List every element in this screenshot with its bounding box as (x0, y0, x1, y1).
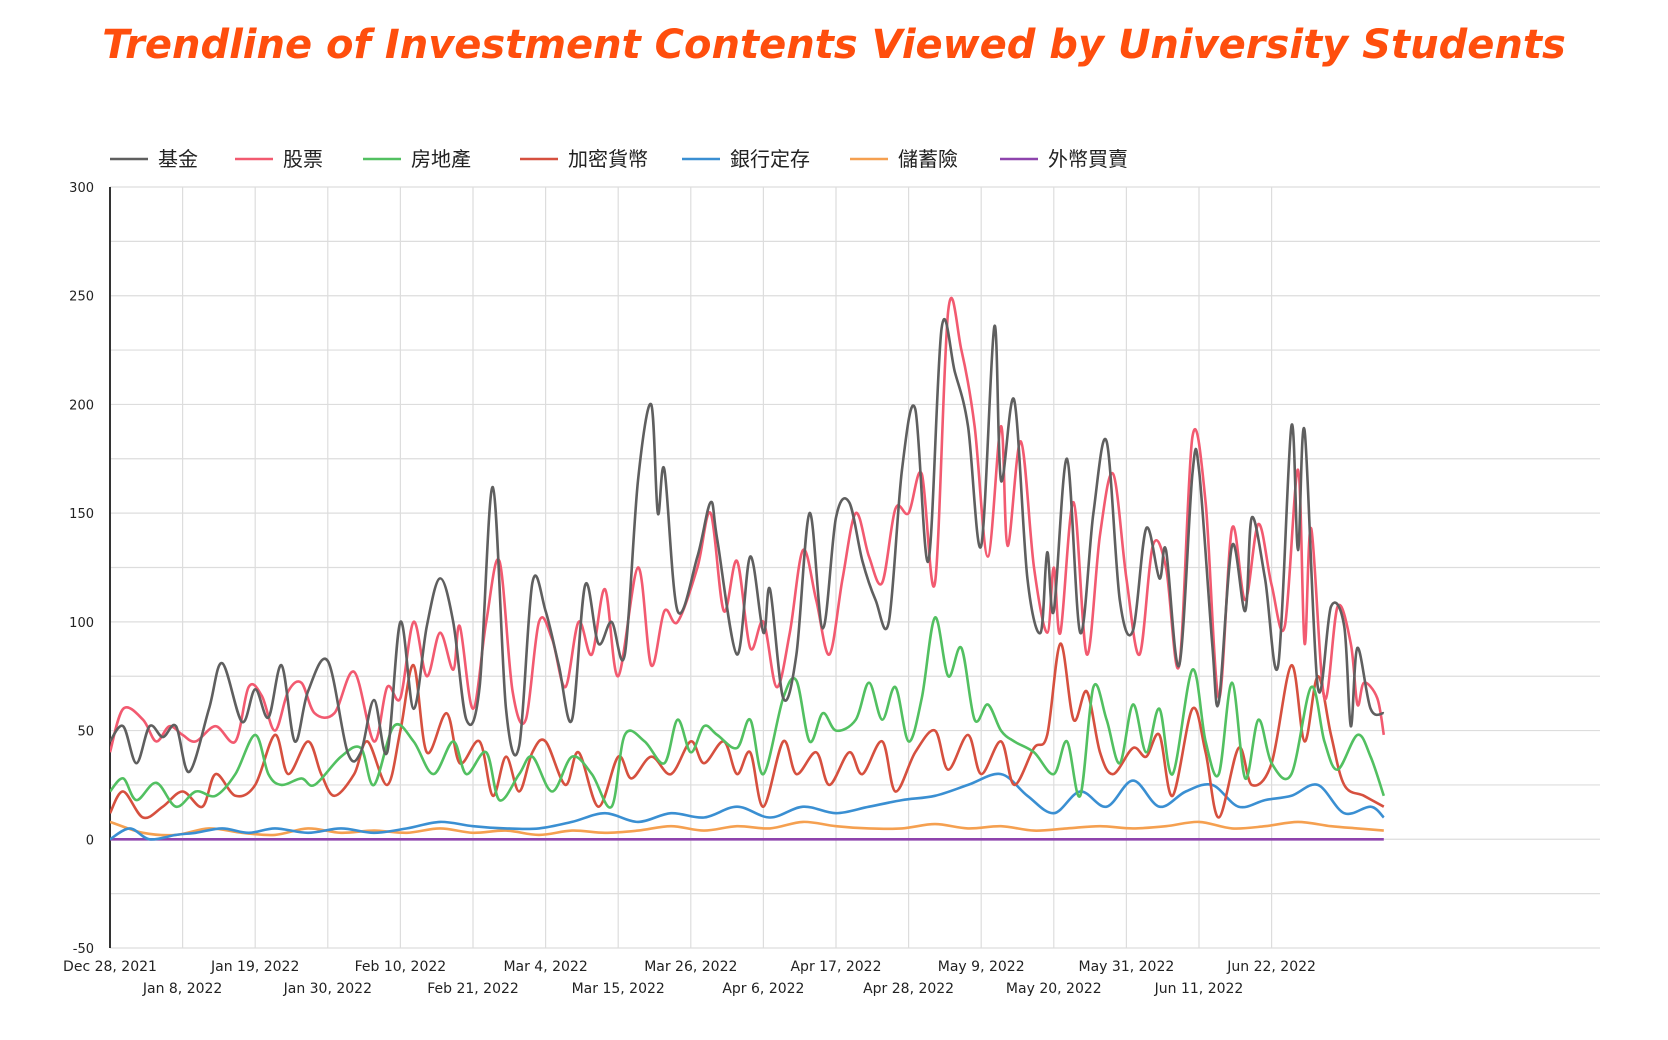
series-line-房地產 (110, 616, 1386, 809)
x-tick-label: May 9, 2022 (938, 959, 1025, 975)
series-line-基金 (110, 317, 1385, 774)
x-tick-label: Mar 26, 2022 (644, 959, 737, 975)
legend-label: 股票 (283, 147, 323, 171)
x-tick-label: Apr 17, 2022 (790, 959, 881, 975)
x-tick-label: Feb 21, 2022 (427, 981, 519, 997)
chart-title: Trendline of Investment Contents Viewed … (102, 22, 1566, 68)
legend-label: 銀行定存 (730, 147, 810, 171)
series-line-股票 (110, 296, 1386, 753)
legend: 基金 股票 房地產 加密貨幣 銀行定存 儲蓄險 外幣買賣 (110, 147, 1128, 171)
legend-label: 加密貨幣 (568, 147, 648, 171)
x-axis: Dec 28, 2021 Jan 8, 2022 Jan 19, 2022 Jan 3… (63, 959, 1316, 997)
x-tick-label: May 31, 2022 (1079, 959, 1175, 975)
series-group (110, 296, 1386, 841)
legend-label: 基金 (158, 147, 198, 171)
y-tick-label: 150 (69, 507, 94, 522)
y-tick-label: 250 (69, 290, 94, 305)
y-tick-label: -50 (73, 942, 94, 957)
legend-label: 儲蓄險 (898, 147, 958, 171)
x-tick-label: Dec 28, 2021 (63, 959, 157, 975)
x-tick-label: May 20, 2022 (1006, 981, 1102, 997)
x-tick-label: Apr 6, 2022 (722, 981, 804, 997)
x-tick-label: Jun 22, 2022 (1226, 959, 1316, 975)
x-tick-label: Jan 8, 2022 (142, 981, 222, 997)
gridlines (109, 186, 1600, 949)
y-tick-label: 300 (69, 181, 94, 196)
y-tick-label: 0 (86, 833, 94, 848)
x-tick-label: Mar 4, 2022 (503, 959, 587, 975)
x-tick-label: Feb 10, 2022 (355, 959, 447, 975)
x-tick-label: Jun 11, 2022 (1154, 981, 1244, 997)
x-tick-label: Jan 19, 2022 (210, 959, 299, 975)
series-line-銀行定存 (110, 772, 1385, 841)
y-tick-label: 200 (69, 398, 94, 413)
x-tick-label: Jan 30, 2022 (283, 981, 372, 997)
y-tick-label: 50 (77, 725, 94, 740)
legend-label: 房地產 (411, 147, 471, 171)
y-tick-label: 100 (69, 616, 94, 631)
series-line-加密貨幣 (110, 642, 1385, 820)
x-tick-label: Apr 28, 2022 (863, 981, 954, 997)
x-tick-label: Mar 15, 2022 (572, 981, 665, 997)
y-axis: 300 250 200 150 100 50 0 -50 (69, 181, 111, 957)
legend-label: 外幣買賣 (1048, 147, 1128, 171)
